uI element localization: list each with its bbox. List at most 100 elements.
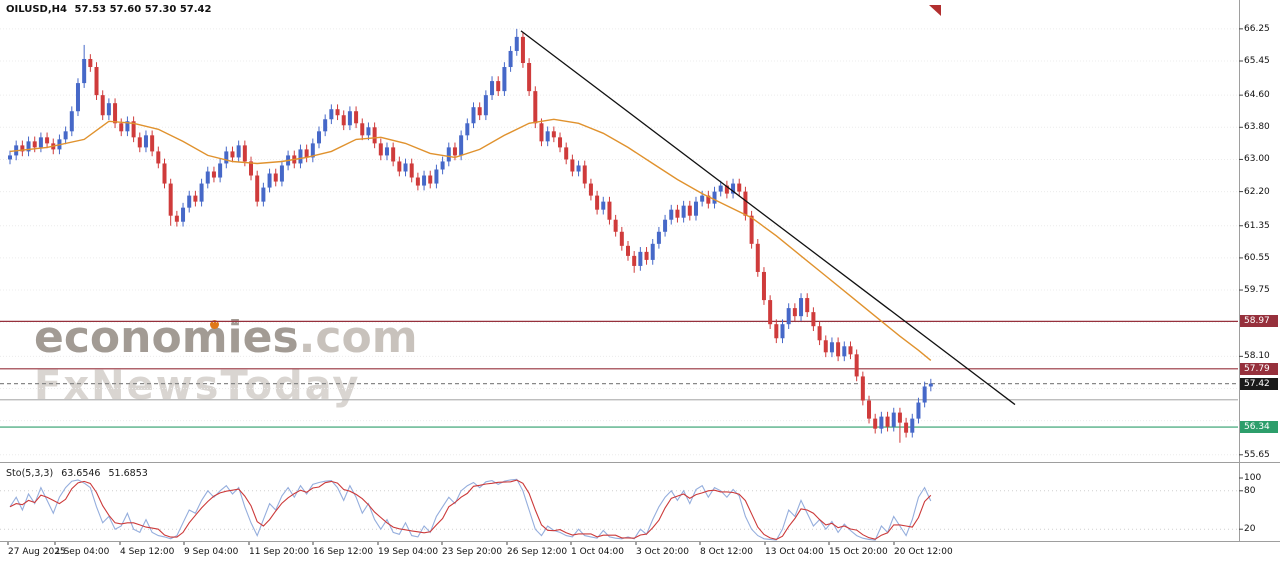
symbol-timeframe-label: OILUSD,H4 xyxy=(6,4,67,15)
candle-body xyxy=(168,183,173,216)
price-axis: 66.25 65.45 64.60 63.80 63.00 62.20 61.35 60.55… xyxy=(1240,0,1280,567)
candle-body xyxy=(595,195,600,210)
candle-body xyxy=(249,161,254,176)
time-axis-label: 13 Oct 04:00 xyxy=(765,547,824,557)
candle-body xyxy=(811,312,816,327)
candle-body xyxy=(174,215,179,222)
candle-body xyxy=(854,354,859,377)
candle-body xyxy=(75,83,80,112)
price-axis-label: 65.45 xyxy=(1244,55,1270,66)
candle-body xyxy=(261,187,266,202)
candle-body xyxy=(792,308,797,317)
candle-body xyxy=(193,195,198,202)
candle-body xyxy=(601,201,606,210)
candle-body xyxy=(799,298,804,317)
candle-body xyxy=(761,271,766,301)
candle-body xyxy=(551,131,556,138)
price-axis-label: 63.00 xyxy=(1244,154,1270,165)
candle-body xyxy=(113,103,118,124)
candle-body xyxy=(317,131,321,144)
candle-body xyxy=(69,111,74,132)
candle-body xyxy=(150,135,155,152)
candle-body xyxy=(663,219,668,232)
candle-body xyxy=(323,119,328,132)
candle-body xyxy=(897,412,902,423)
time-axis-label: 15 Oct 20:00 xyxy=(829,547,888,557)
candle-body xyxy=(310,143,315,158)
watermark-logo: economies.com xyxy=(34,316,418,360)
candle-body xyxy=(916,402,921,419)
candle-body xyxy=(848,346,853,355)
candle-body xyxy=(718,185,723,192)
candle-body xyxy=(681,205,686,218)
candle-body xyxy=(360,123,365,136)
candle-body xyxy=(131,121,136,138)
candle-body xyxy=(354,111,359,124)
candle-body xyxy=(842,346,847,357)
watermark: economies.com FxNewsToday xyxy=(34,316,418,407)
candle-body xyxy=(922,386,927,403)
candle-body xyxy=(403,163,408,172)
candle-body xyxy=(693,201,698,216)
candle-body xyxy=(743,191,748,216)
stochastic-name: Sto(5,3,3) xyxy=(6,468,54,479)
price-axis-label: 62.20 xyxy=(1244,186,1270,197)
candle-body xyxy=(8,155,12,160)
candle-body xyxy=(20,145,25,152)
candle-body xyxy=(366,127,371,136)
candle-body xyxy=(471,107,476,124)
candle-body xyxy=(125,121,130,132)
candle-body xyxy=(82,58,87,84)
candle-body xyxy=(391,147,396,162)
candle-body xyxy=(298,149,303,164)
stochastic-k-value: 63.6546 xyxy=(61,468,101,479)
candle-body xyxy=(63,131,68,140)
candle-body xyxy=(496,81,501,92)
candle-body xyxy=(483,95,488,116)
descending-trendline[interactable] xyxy=(520,30,1016,406)
candle-body xyxy=(607,201,612,220)
candle-body xyxy=(508,50,513,68)
chart-shift-marker-icon[interactable] xyxy=(929,5,941,16)
candle-body xyxy=(347,111,352,126)
candle-body xyxy=(706,195,711,204)
candle-body xyxy=(199,183,204,202)
candle-body xyxy=(211,171,216,178)
price-level-badge: 58.97 xyxy=(1240,315,1278,328)
stochastic-label: Sto(5,3,3) 63.6546 51.6853 xyxy=(6,468,153,479)
candle-body xyxy=(520,36,525,64)
price-level-badge: 57.79 xyxy=(1240,362,1278,375)
candle-body xyxy=(724,185,729,194)
candle-body xyxy=(273,173,278,182)
candle-body xyxy=(434,169,439,184)
moving-average-line[interactable] xyxy=(9,118,932,361)
symbol-ohlc-header: OILUSD,H4 57.53 57.60 57.30 57.42 xyxy=(6,4,215,15)
time-axis-label: 9 Sep 04:00 xyxy=(184,547,239,557)
candle-body xyxy=(823,340,828,353)
candle-body xyxy=(409,163,414,178)
candle-body xyxy=(712,191,717,204)
candle-body xyxy=(218,163,223,178)
price-axis-label: 61.35 xyxy=(1244,220,1270,231)
stoch-axis-label: 100 xyxy=(1244,473,1262,483)
candle-body xyxy=(774,324,779,339)
candle-body xyxy=(224,151,229,164)
candle-body xyxy=(527,63,532,92)
stochastic-d-value: 51.6853 xyxy=(108,468,148,479)
candle-body xyxy=(904,422,909,433)
time-axis-label: 26 Sep 12:00 xyxy=(507,547,568,557)
candle-body xyxy=(384,147,389,156)
price-axis-label: 66.25 xyxy=(1244,23,1270,34)
candle-body xyxy=(372,127,377,144)
time-axis-label: 20 Oct 12:00 xyxy=(894,547,953,557)
candle-body xyxy=(267,173,272,188)
time-axis-label: 19 Sep 04:00 xyxy=(378,547,439,557)
candle-body xyxy=(514,36,519,51)
candle-body xyxy=(94,67,99,96)
candle-body xyxy=(119,123,124,132)
candle-body xyxy=(619,231,624,246)
candle-body xyxy=(230,151,235,158)
time-axis-label: 1 Oct 04:00 xyxy=(571,547,624,557)
time-axis[interactable]: 27 Aug 2025 1 Sep 04:00 4 Sep 12:00 9 Sep 0… xyxy=(0,545,1240,567)
